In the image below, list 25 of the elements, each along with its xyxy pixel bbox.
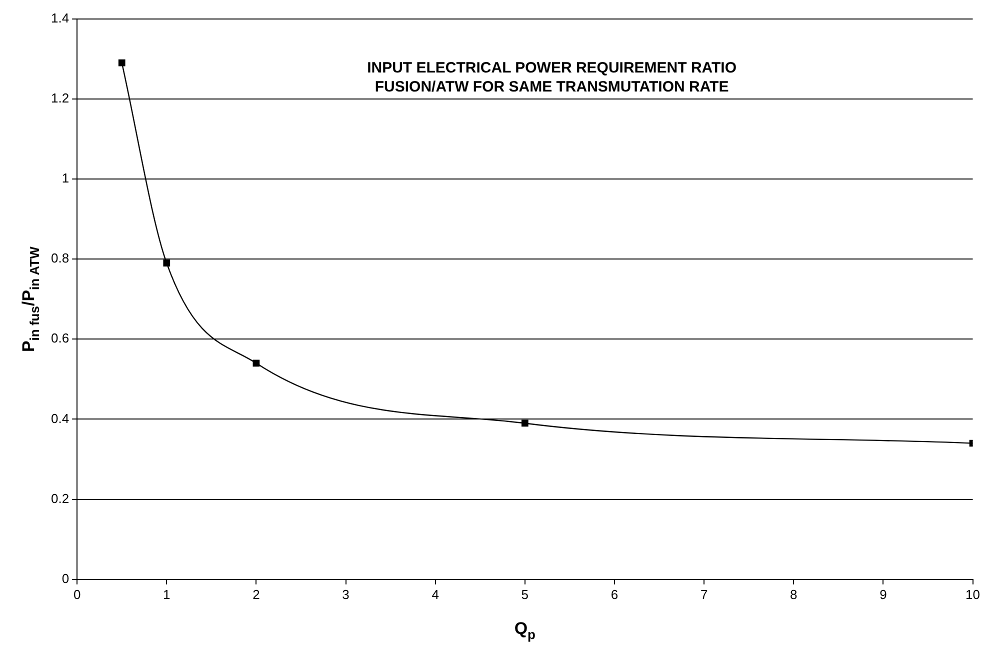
- y-tick-label: 0.2: [50, 490, 70, 506]
- point: [118, 59, 126, 66]
- x-tick-label: 0: [73, 586, 81, 602]
- x-tick-label: 7: [700, 586, 708, 602]
- y-tick-label: 1: [62, 170, 70, 186]
- x-tick-label: 4: [432, 586, 439, 602]
- y-tick-label: 0: [62, 570, 70, 586]
- x-tick-label: 10: [966, 586, 980, 602]
- y-tick-label: 0.6: [50, 330, 70, 346]
- text: INPUT ELECTRICAL POWER REQUIREMENT RATIO FUSION/ATW FOR SAME TRANSMUTATION RATE: [367, 59, 737, 96]
- x-tick-label: 2: [252, 586, 260, 602]
- y-tick-label: 0.4: [50, 410, 70, 426]
- point: [252, 360, 260, 367]
- x-tick-label: 6: [610, 586, 618, 602]
- x-tick-label: 5: [521, 586, 529, 602]
- y-tick-label: 1.4: [50, 10, 70, 26]
- x-tick-label: 3: [342, 586, 350, 602]
- y-tick-label: 1.2: [50, 90, 70, 106]
- x-tick-label: 1: [163, 586, 170, 602]
- x-tick-label: 8: [790, 586, 798, 602]
- y-axis-title: Pin fus/Pin ATW: [19, 246, 42, 352]
- y-tick-label: 0.8: [50, 250, 70, 266]
- point: [521, 420, 528, 427]
- point: [163, 260, 170, 266]
- x-tick-label: 9: [880, 586, 887, 602]
